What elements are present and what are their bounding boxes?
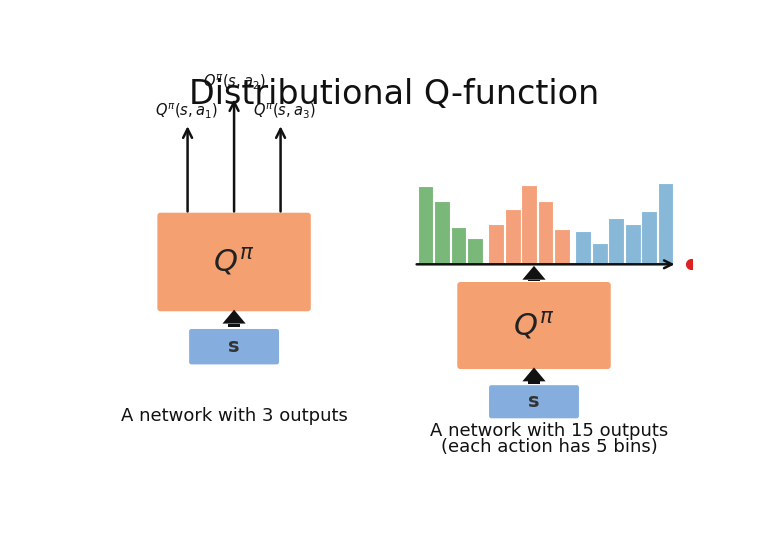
Text: s: s bbox=[528, 392, 540, 411]
Bar bbox=[468, 238, 483, 264]
Bar bbox=[657, 183, 674, 264]
Text: A network with 15 outputs: A network with 15 outputs bbox=[431, 422, 668, 440]
FancyBboxPatch shape bbox=[458, 282, 611, 369]
Text: $Q^{\pi}$: $Q^{\pi}$ bbox=[214, 246, 255, 278]
FancyBboxPatch shape bbox=[158, 213, 311, 311]
Bar bbox=[538, 201, 554, 264]
Bar bbox=[528, 280, 540, 281]
Text: (each action has 5 bins): (each action has 5 bins) bbox=[441, 438, 657, 456]
Text: $Q^{\pi}$: $Q^{\pi}$ bbox=[514, 310, 554, 341]
Bar bbox=[625, 224, 641, 264]
FancyBboxPatch shape bbox=[489, 385, 579, 418]
Bar bbox=[554, 229, 570, 264]
Bar bbox=[504, 210, 521, 264]
Bar bbox=[418, 187, 434, 264]
Bar bbox=[528, 381, 540, 383]
Polygon shape bbox=[522, 368, 546, 381]
Bar bbox=[608, 218, 624, 264]
Text: Distributional Q-function: Distributional Q-function bbox=[188, 78, 599, 112]
Text: A network with 3 outputs: A network with 3 outputs bbox=[121, 407, 348, 425]
FancyBboxPatch shape bbox=[189, 329, 279, 364]
Text: $Q^{\pi}(s,a_3)$: $Q^{\pi}(s,a_3)$ bbox=[253, 101, 315, 120]
Bar bbox=[521, 184, 537, 264]
Bar bbox=[575, 231, 591, 264]
Bar bbox=[451, 227, 467, 264]
Text: $Q^{\pi}(s,a_1)$: $Q^{\pi}(s,a_1)$ bbox=[155, 101, 217, 120]
Bar bbox=[488, 224, 504, 264]
Text: s: s bbox=[228, 337, 240, 356]
Bar bbox=[592, 243, 608, 264]
Bar bbox=[641, 211, 657, 264]
Text: $Q^{\pi}(s,a_2)$: $Q^{\pi}(s,a_2)$ bbox=[203, 72, 265, 91]
Polygon shape bbox=[522, 266, 546, 280]
Bar bbox=[434, 201, 450, 264]
Bar bbox=[228, 324, 240, 328]
Polygon shape bbox=[222, 310, 246, 324]
